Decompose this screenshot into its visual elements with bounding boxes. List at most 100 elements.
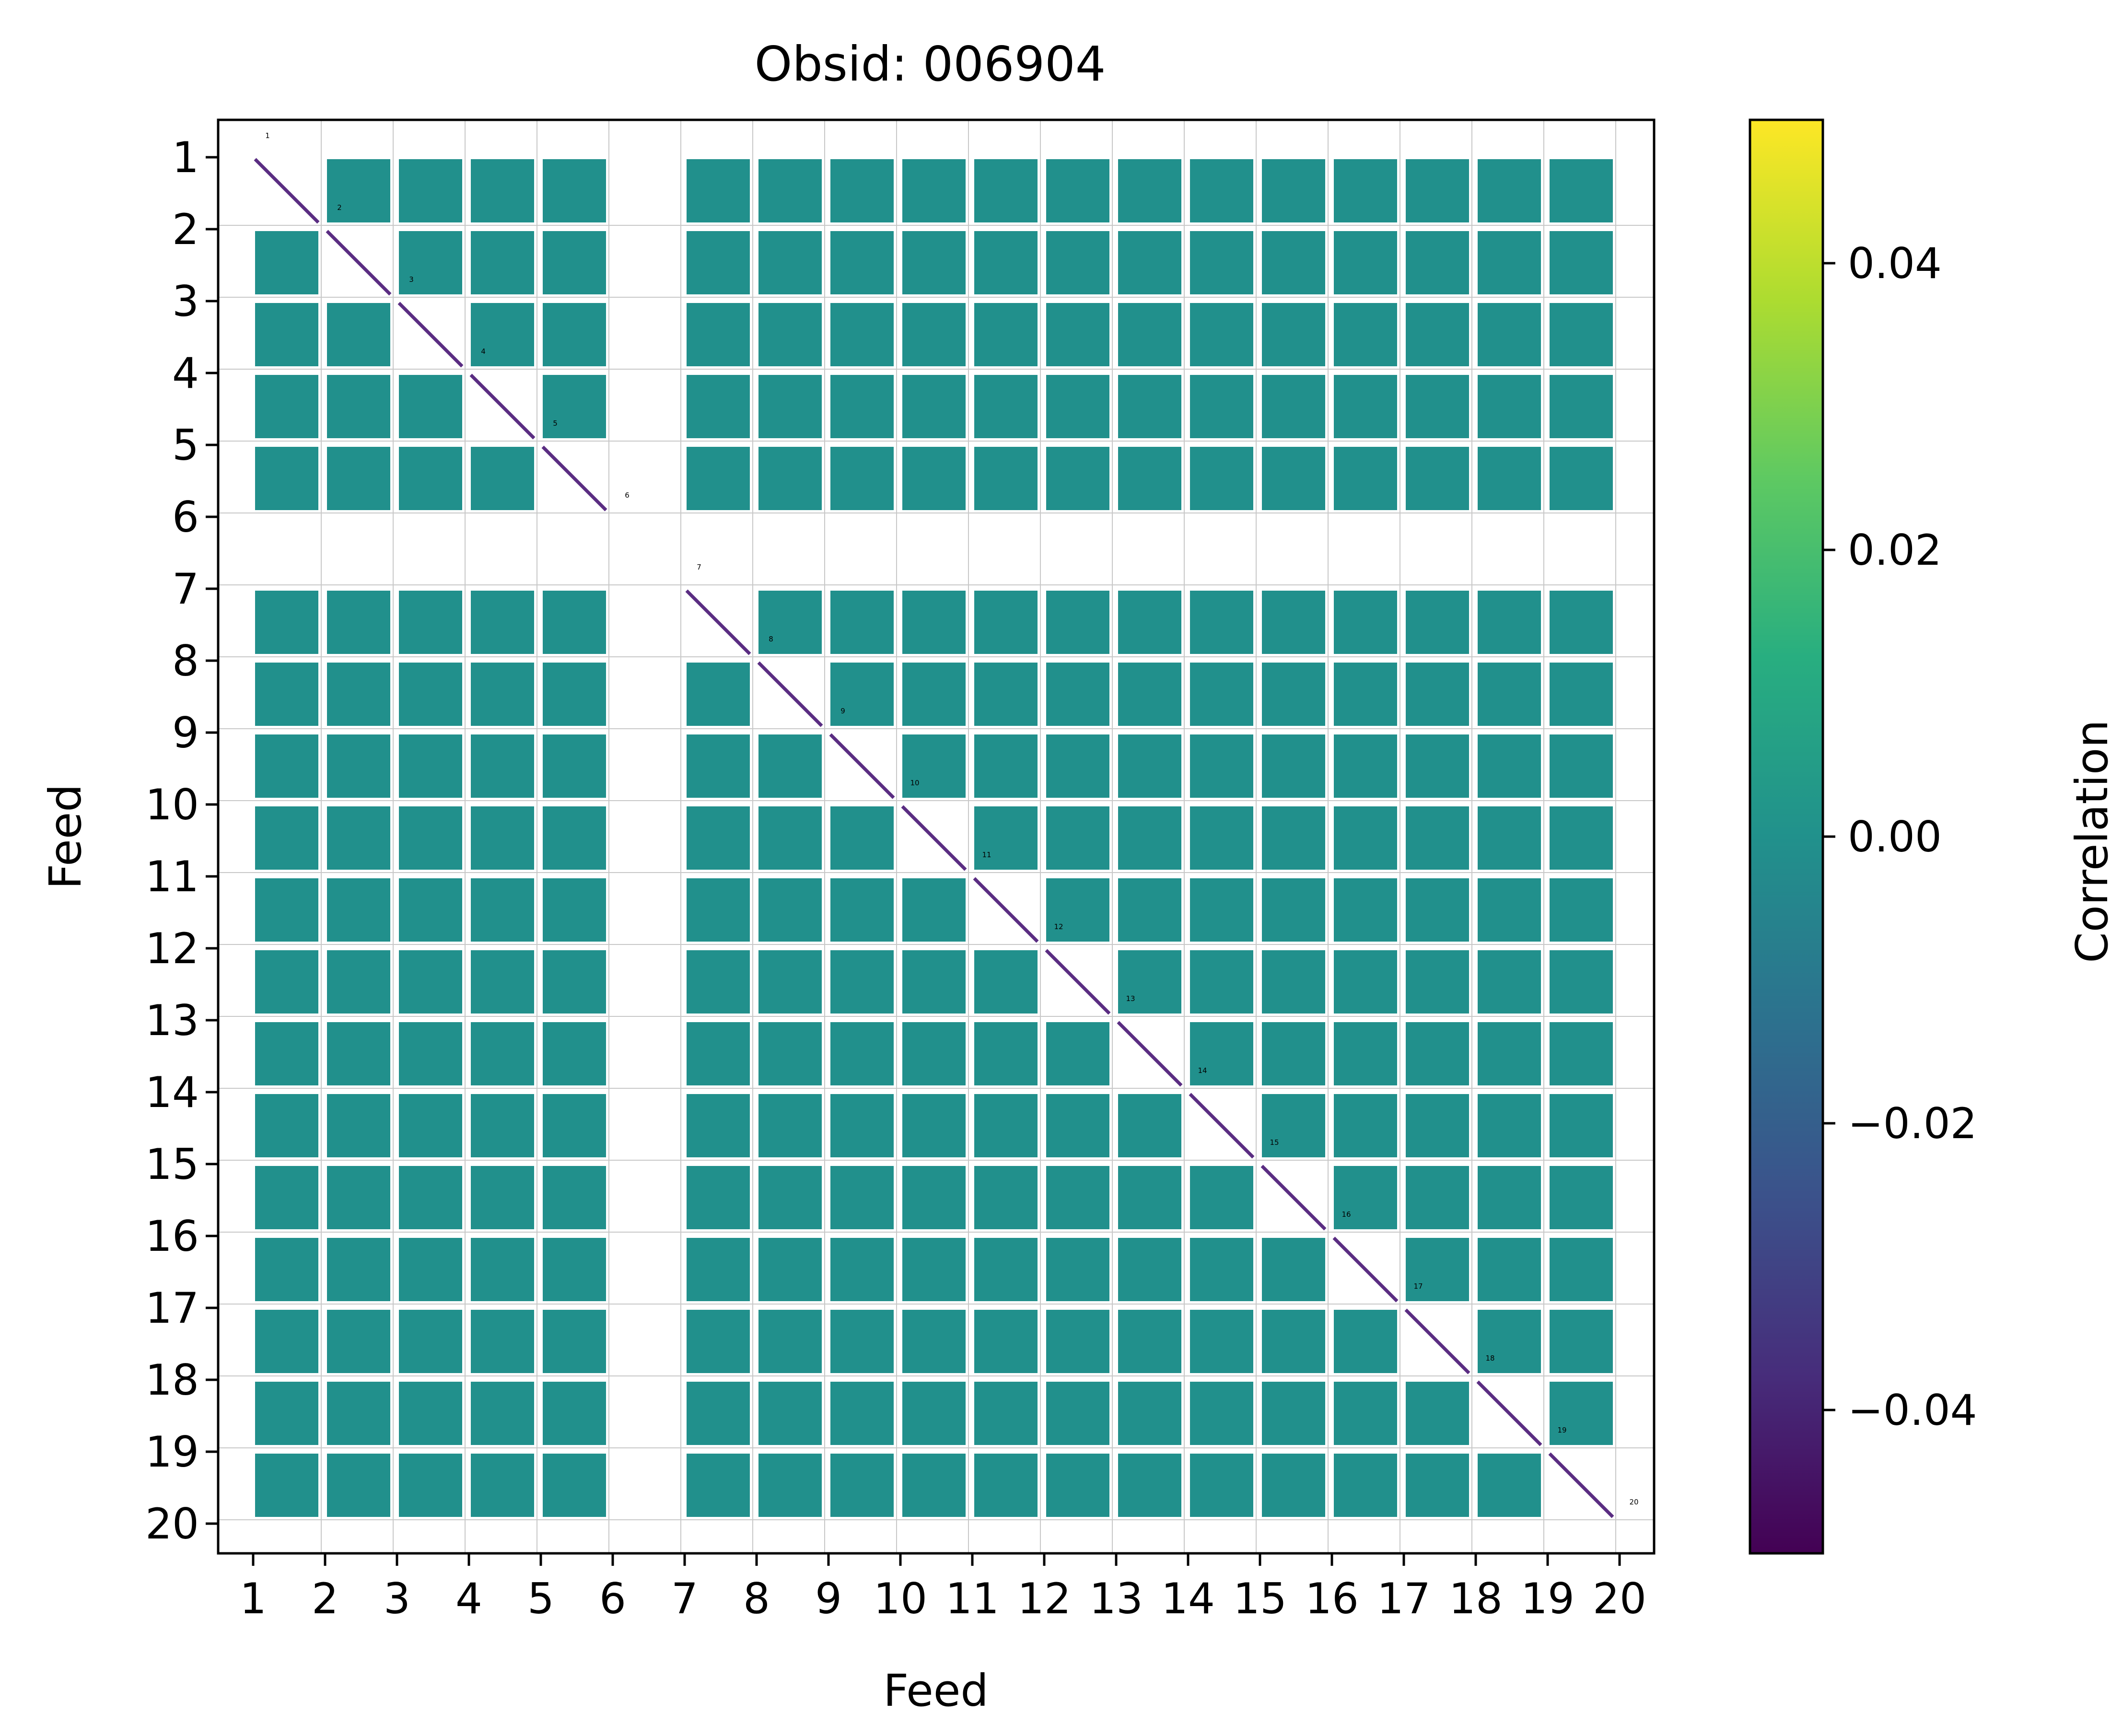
- heatmap-cell: [1190, 806, 1253, 870]
- heatmap-cell: [327, 1310, 390, 1373]
- heatmap-cell: [1262, 231, 1325, 294]
- heatmap-cell: [1262, 447, 1325, 510]
- heatmap-cell: [1550, 734, 1613, 798]
- heatmap-cell: [1190, 950, 1253, 1014]
- heatmap-cell: [902, 1166, 966, 1229]
- heatmap-cell: [1262, 950, 1325, 1014]
- heatmap-cell: [399, 1238, 462, 1301]
- feed-annotation: 1: [265, 131, 270, 140]
- heatmap-cell: [255, 1310, 318, 1373]
- heatmap-cell: [1406, 806, 1469, 870]
- heatmap-cell: [543, 1454, 606, 1517]
- heatmap-cell: [902, 878, 966, 942]
- heatmap-cell: [687, 806, 750, 870]
- heatmap-cell: [1406, 663, 1469, 726]
- heatmap-cell: [1046, 1094, 1109, 1157]
- x-tick-label: 13: [1089, 1574, 1143, 1623]
- heatmap-cell: [1334, 1094, 1397, 1157]
- heatmap-cell: [974, 159, 1038, 222]
- heatmap-cell: [1550, 1238, 1613, 1301]
- heatmap-cell: [543, 663, 606, 726]
- heatmap-cell: [1406, 1238, 1469, 1301]
- heatmap-cell: [1478, 159, 1541, 222]
- heatmap-cell: [1046, 1454, 1109, 1517]
- feed-annotation: 7: [697, 563, 701, 571]
- colorbar-tick-label: 0.02: [1848, 525, 1942, 575]
- heatmap-cell: [1046, 231, 1109, 294]
- heatmap-cell: [1118, 1454, 1181, 1517]
- heatmap-cell: [1478, 303, 1541, 366]
- x-tick-label: 2: [312, 1574, 338, 1623]
- heatmap-cell: [687, 303, 750, 366]
- diagonal-block: [1260, 1165, 1327, 1231]
- heatmap-cell: [1550, 1166, 1613, 1229]
- heatmap-cell: [1406, 1022, 1469, 1085]
- heatmap-cell: [255, 878, 318, 942]
- y-tick-label: 10: [145, 780, 199, 829]
- heatmap-cell: [1406, 1166, 1469, 1229]
- heatmap-cell: [830, 591, 894, 654]
- heatmap-cell: [1406, 447, 1469, 510]
- heatmap-cell: [830, 878, 894, 942]
- heatmap-cell: [758, 1454, 822, 1517]
- colorbar-tick-label: 0.00: [1848, 812, 1942, 862]
- heatmap-cell: [1334, 591, 1397, 654]
- x-tick-label: 4: [455, 1574, 482, 1623]
- heatmap-cell: [1262, 159, 1325, 222]
- heatmap-cell: [1550, 159, 1613, 222]
- heatmap-cell: [1406, 950, 1469, 1014]
- feed-annotation: 3: [409, 275, 414, 284]
- heatmap-cell: [974, 1454, 1038, 1517]
- heatmap-cell: [758, 591, 822, 654]
- x-tick-label: 7: [671, 1574, 698, 1623]
- heatmap-cell: [471, 1094, 534, 1157]
- heatmap-cell: [1190, 159, 1253, 222]
- heatmap-cell: [1478, 1094, 1541, 1157]
- x-tick-label: 15: [1233, 1574, 1287, 1623]
- y-tick-label: 14: [145, 1068, 199, 1117]
- heatmap-cell: [1262, 1310, 1325, 1373]
- heatmap-cell: [1406, 231, 1469, 294]
- heatmap-cell: [1334, 806, 1397, 870]
- heatmap-cell: [830, 447, 894, 510]
- diagonal-block: [469, 373, 536, 440]
- heatmap-cell: [1262, 1454, 1325, 1517]
- heatmap-cell: [255, 1454, 318, 1517]
- heatmap-cell: [1046, 159, 1109, 222]
- heatmap-cell: [255, 734, 318, 798]
- heatmap-cell: [1406, 1454, 1469, 1517]
- heatmap-cell: [471, 447, 534, 510]
- heatmap-cell: [1406, 1382, 1469, 1445]
- heatmap-cell: [1478, 375, 1541, 438]
- heatmap-cell: [1046, 375, 1109, 438]
- heatmap-cell: [1190, 734, 1253, 798]
- heatmap-cell: [1118, 303, 1181, 366]
- heatmap-cell: [471, 1382, 534, 1445]
- feed-annotation: 5: [553, 419, 558, 428]
- feed-annotation: 9: [840, 707, 845, 715]
- heatmap-cell: [1478, 447, 1541, 510]
- heatmap-cell: [399, 375, 462, 438]
- heatmap-cell: [1262, 878, 1325, 942]
- heatmap-cell: [543, 1022, 606, 1085]
- heatmap-cell: [1190, 1382, 1253, 1445]
- heatmap-cell: [399, 447, 462, 510]
- heatmap-cell: [830, 950, 894, 1014]
- heatmap-blocks: [255, 159, 1613, 1517]
- heatmap-cell: [1118, 878, 1181, 942]
- heatmap-cell: [902, 1310, 966, 1373]
- heatmap-cell: [830, 375, 894, 438]
- heatmap-cell: [974, 1238, 1038, 1301]
- y-tick-label: 8: [172, 636, 199, 686]
- heatmap-cell: [255, 1166, 318, 1229]
- heatmap-cell: [1118, 1382, 1181, 1445]
- diagonal-block: [1476, 1380, 1542, 1446]
- y-tick-label: 2: [172, 205, 199, 254]
- y-tick-label: 17: [145, 1283, 199, 1333]
- feed-annotation: 15: [1270, 1138, 1279, 1147]
- y-tick-label: 20: [145, 1499, 199, 1549]
- heatmap-cell: [1478, 591, 1541, 654]
- heatmap-cell: [543, 231, 606, 294]
